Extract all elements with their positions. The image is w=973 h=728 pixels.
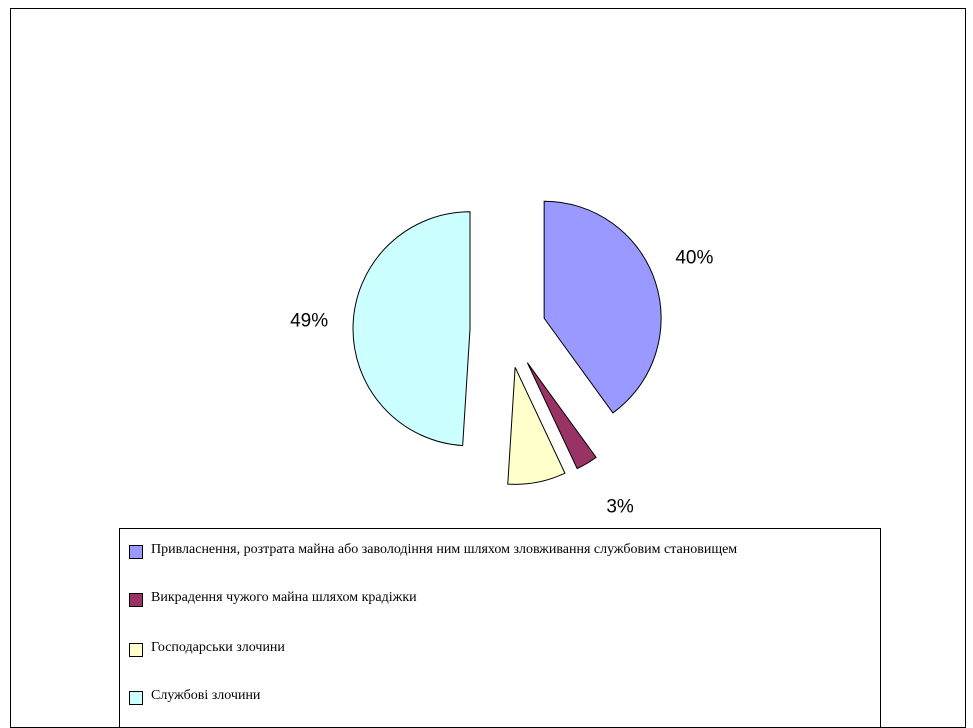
legend-swatch-1 xyxy=(129,593,143,607)
pie-slice xyxy=(526,362,597,470)
legend-label: Службові злочини xyxy=(151,688,261,703)
legend-swatch-0 xyxy=(129,545,143,559)
legend: Привласнення, розтрата майна або заволод… xyxy=(119,528,881,728)
legend-label: Викрадення чужого майна шляхом крадіжки xyxy=(151,590,417,605)
legend-item: Господарськи злочини xyxy=(129,637,285,659)
data-label: 40% xyxy=(675,247,713,268)
pie-slice xyxy=(507,367,566,485)
data-label: 49% xyxy=(290,310,328,331)
pie-slice xyxy=(543,200,662,414)
legend-label: Господарськи злочини xyxy=(151,640,285,655)
legend-item: Привласнення, розтрата майна або заволод… xyxy=(129,539,737,561)
legend-label: Привласнення, розтрата майна або заволод… xyxy=(151,542,738,557)
legend-item: Викрадення чужого майна шляхом крадіжки xyxy=(129,587,417,609)
legend-item: Службові злочини xyxy=(129,685,260,707)
legend-swatch-2 xyxy=(129,643,143,657)
pie-slice xyxy=(352,211,471,447)
legend-swatch-3 xyxy=(129,691,143,705)
data-label: 3% xyxy=(606,496,634,517)
